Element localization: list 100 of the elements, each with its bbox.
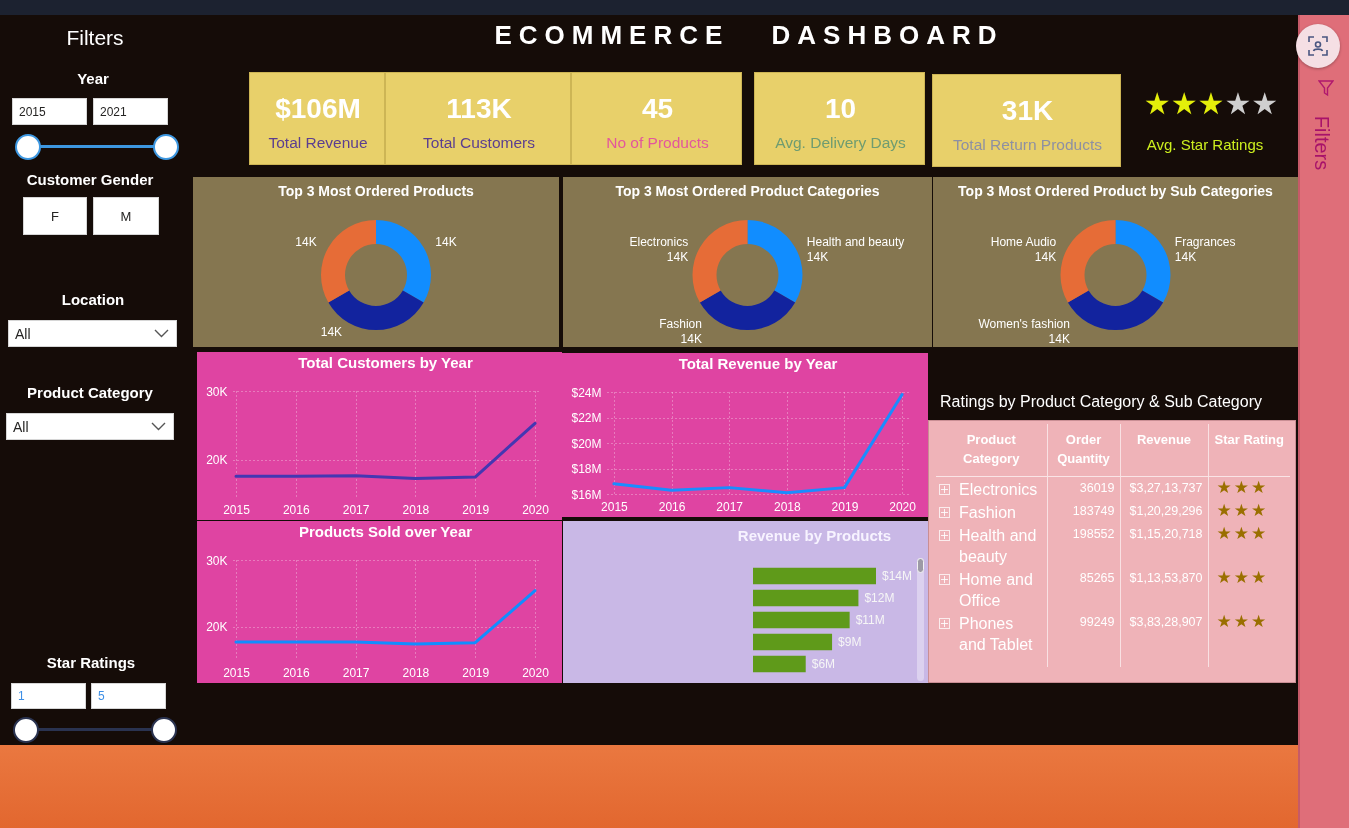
line-series	[234, 589, 537, 646]
x-tick-label: 2017	[342, 665, 370, 680]
category-label: Home and Office	[959, 571, 1033, 609]
data-label: $6M	[811, 657, 836, 671]
button: M	[93, 197, 159, 235]
text: 36019	[1079, 481, 1115, 495]
text: Total Customers	[423, 134, 535, 152]
category-label: Phones and Tablet	[959, 615, 1033, 653]
text: $106M	[275, 92, 361, 126]
data-label: 14K	[1048, 332, 1070, 346]
chart-title: Revenue by Products	[737, 527, 892, 544]
text: ★★★	[1216, 477, 1269, 497]
x-tick-label: 2018	[773, 499, 801, 514]
donut-slice	[692, 220, 748, 303]
text: 99249	[1079, 615, 1115, 629]
x-tick-label: 2017	[716, 499, 744, 514]
text: 85265	[1079, 571, 1115, 585]
text: Product Category	[27, 384, 153, 402]
x-tick-label: 2018	[402, 502, 430, 517]
text: ECOMMERCE DASHBOARD	[494, 20, 1004, 51]
text: Total Revenue	[268, 134, 368, 152]
data-label: $12M	[864, 591, 895, 605]
chart-title: Products Sold over Year	[298, 523, 473, 540]
y-tick-label: 20K	[206, 453, 228, 468]
data-label: $11M	[855, 613, 885, 627]
donut-slice	[699, 290, 796, 330]
x-tick-label: 2015	[223, 502, 251, 517]
y-tick-label: 30K	[206, 384, 228, 399]
data-label: $9M	[838, 635, 862, 649]
text: No of Products	[606, 134, 709, 152]
dropdown: All	[6, 413, 174, 440]
x-tick-label: 2020	[522, 665, 550, 680]
chart-title: Top 3 Most Ordered Product by Sub Categories	[958, 183, 1274, 199]
text: Ratings by Product Category & Sub Category	[940, 392, 1262, 412]
data-label: 14K	[1034, 249, 1057, 264]
y-tick-label: 30K	[206, 553, 228, 568]
data-label: 14K	[295, 234, 317, 249]
text: 113K	[446, 92, 512, 126]
y-tick-label: $22M	[571, 411, 602, 425]
x-tick-label: 2019	[831, 499, 859, 514]
bar	[753, 655, 806, 673]
category-label: Order Quantity	[1057, 432, 1110, 466]
text: Avg. Star Ratings	[1146, 136, 1264, 154]
bar	[753, 633, 833, 651]
text: $1,20,29,296	[1129, 504, 1203, 518]
category-label: Product Category	[963, 432, 1020, 466]
slice-label: Health and beauty	[806, 234, 905, 249]
text-field: 2015	[12, 98, 87, 125]
chart-title: Top 3 Most Ordered Product Categories	[615, 183, 880, 199]
line-series	[612, 393, 904, 495]
data-label: 14K	[320, 324, 343, 339]
slice-label: Women's fashion	[978, 317, 1070, 331]
x-tick-label: 2016	[282, 502, 310, 517]
donut-slice	[747, 220, 803, 303]
donut-slice	[1067, 290, 1164, 330]
x-tick-label: 2020	[522, 502, 550, 517]
button: F	[23, 197, 87, 235]
category-label: Health and beauty	[959, 527, 1037, 565]
slice-label: Fashion	[659, 317, 702, 331]
text: 31K	[1001, 94, 1054, 128]
data-label: 14K	[806, 249, 829, 264]
text: 10	[824, 92, 857, 126]
text: 45	[641, 92, 674, 126]
text: ★★★	[1143, 86, 1225, 121]
text: Customer Gender	[26, 171, 154, 189]
y-tick-label: $20M	[571, 436, 602, 451]
text-field: 1	[11, 683, 86, 709]
text: $3,83,28,907	[1129, 615, 1203, 629]
text: $1,13,53,870	[1129, 571, 1203, 585]
chart-title: Total Revenue by Year	[678, 355, 838, 372]
text: Star Ratings	[46, 654, 136, 672]
bar	[753, 611, 850, 629]
x-tick-label: 2019	[462, 502, 490, 517]
text: ★★★	[1216, 523, 1269, 543]
x-tick-label: 2016	[282, 665, 310, 680]
text: Year	[77, 70, 109, 88]
x-tick-label: 2016	[658, 499, 686, 514]
x-tick-label: 2020	[889, 499, 917, 514]
slice-label: Home Audio	[990, 234, 1057, 249]
donut-slice	[376, 220, 431, 303]
donut-slice	[321, 220, 376, 303]
text: $3,27,13,737	[1129, 481, 1203, 495]
text: ★★★	[1216, 500, 1269, 520]
text: $1,15,20,718	[1129, 527, 1203, 541]
data-label: 14K	[435, 234, 457, 249]
x-tick-label: 2018	[402, 665, 430, 680]
text: ★★★	[1216, 567, 1269, 587]
text: Filters	[1309, 115, 1333, 171]
slice-label: Fragrances	[1174, 234, 1236, 249]
chart-title: Total Customers by Year	[298, 354, 473, 371]
line-series	[234, 421, 537, 480]
text: 183749	[1072, 504, 1115, 518]
x-tick-label: 2017	[342, 502, 370, 517]
donut-slice	[1115, 220, 1171, 303]
category-label: Revenue	[1136, 432, 1192, 447]
x-tick-label: 2015	[223, 665, 251, 680]
text: ★★★	[1216, 611, 1269, 631]
dropdown: All	[8, 320, 177, 347]
category-label: Fashion	[959, 504, 1016, 521]
text: Location	[61, 291, 125, 309]
